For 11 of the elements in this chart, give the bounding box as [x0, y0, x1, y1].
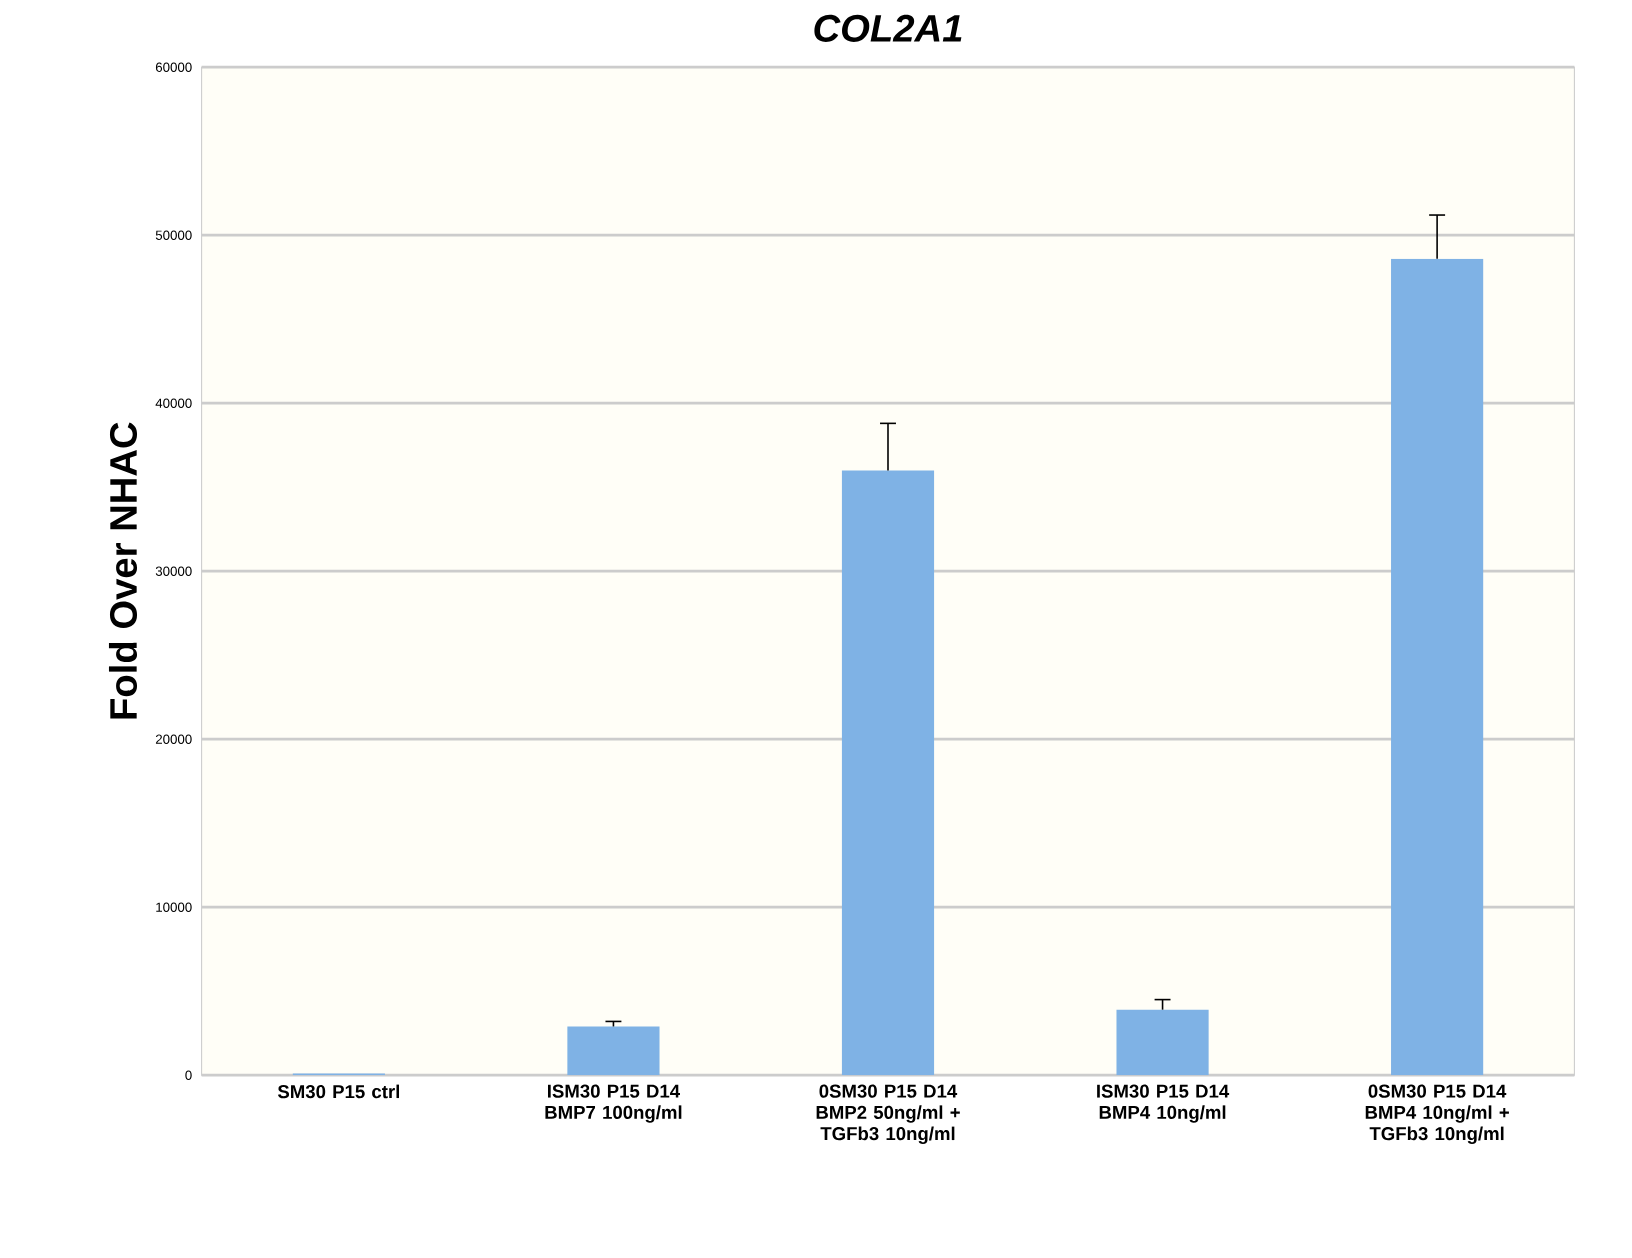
bar [567, 1026, 660, 1076]
x-tick-label: ISM30 P15 D14 BMP4 10ng/ml [1097, 1084, 1230, 1123]
x-tick-label: ISM30 P15 D14 BMP7 100ng/ml [545, 1084, 682, 1123]
bar [1391, 258, 1484, 1076]
bar [1116, 1009, 1209, 1076]
x-tick-label: SM30 P15 ctrl [277, 1084, 400, 1099]
x-tick-label: 0SM30 P15 D14 BMP2 50ng/ml + TGFb3 10ng/ml [816, 1084, 960, 1145]
bar [841, 470, 935, 1076]
y-axis-title: Fold Over NHAC [108, 422, 138, 719]
x-tick-label: 0SM30 P15 D14 BMP4 10ng/ml + TGFb3 10ng/ml [1365, 1084, 1509, 1145]
chart-title: COL2A1 [814, 14, 962, 43]
